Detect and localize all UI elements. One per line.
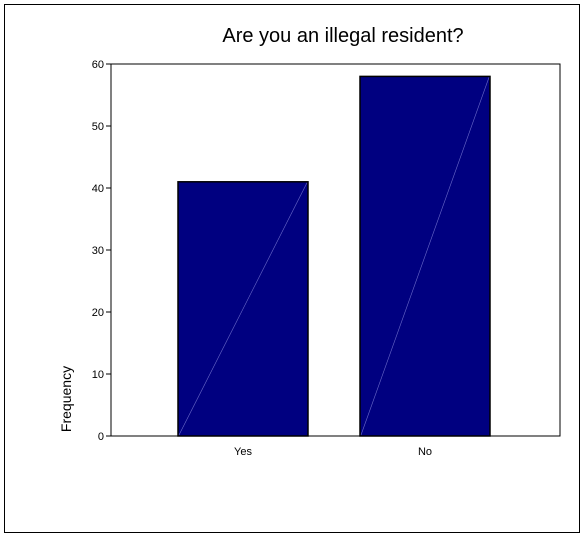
y-tick-label: 50 [92, 121, 104, 133]
bars [177, 75, 491, 437]
y-tick-label: 40 [92, 183, 104, 195]
x-category-label-no: No [418, 446, 432, 458]
chart-title: Are you an illegal resident? [222, 25, 463, 47]
x-axis-labels: Yes No [234, 446, 432, 458]
y-tick-label: 0 [98, 431, 104, 443]
x-category-label-yes: Yes [234, 446, 252, 458]
y-axis-label: Frequency [58, 366, 74, 432]
y-tick-label: 30 [92, 245, 104, 257]
y-tick-label: 10 [92, 369, 104, 381]
y-axis-ticks: 0 10 20 30 40 50 60 [92, 59, 111, 443]
bar-diagonal-line [178, 182, 308, 436]
y-tick-label: 60 [92, 59, 104, 71]
y-tick-label: 20 [92, 307, 104, 319]
bar-diagonal-line [360, 77, 490, 436]
